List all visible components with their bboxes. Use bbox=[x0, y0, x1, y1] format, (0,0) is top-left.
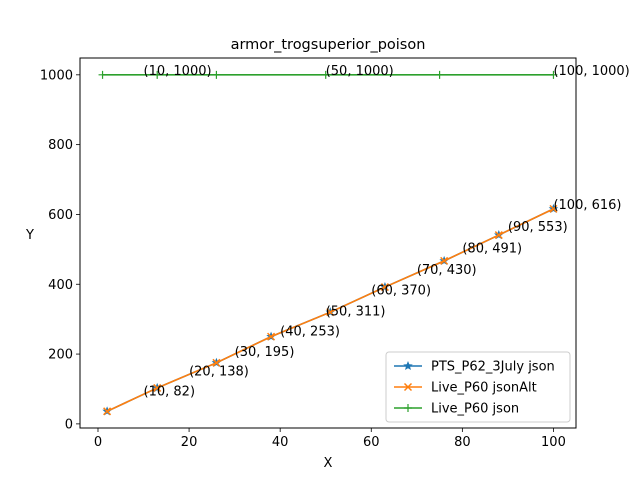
legend-label: Live_P60 json bbox=[431, 402, 519, 417]
series-2 bbox=[98, 70, 558, 79]
legend-marker bbox=[404, 404, 412, 412]
data-label: (50, 1000) bbox=[326, 64, 394, 79]
data-label: (10, 1000) bbox=[144, 64, 212, 79]
legend-item: Live_P60 json bbox=[394, 402, 519, 417]
data-label: (80, 491) bbox=[462, 241, 522, 256]
series-point bbox=[494, 231, 503, 240]
y-tick-label: 200 bbox=[48, 348, 73, 363]
series-1 bbox=[103, 204, 558, 416]
series-point bbox=[153, 70, 162, 79]
data-label: (40, 253) bbox=[280, 325, 340, 340]
legend-label: Live_P60 jsonAlt bbox=[431, 381, 537, 396]
series-point bbox=[321, 70, 330, 79]
data-label: (30, 195) bbox=[235, 345, 295, 360]
series-point bbox=[380, 283, 389, 292]
legend-box bbox=[385, 351, 571, 423]
legend-item: PTS_P62_3July json bbox=[394, 360, 555, 375]
legend: PTS_P62_3July json Live_P60 jsonAlt Live_P… bbox=[385, 351, 571, 423]
y-tick-label: 400 bbox=[48, 278, 73, 293]
series-point bbox=[98, 70, 107, 79]
legend-marker bbox=[403, 361, 413, 371]
x-axis-label: X bbox=[324, 456, 333, 471]
series-point bbox=[267, 332, 276, 341]
series-point bbox=[212, 358, 221, 367]
series-point bbox=[103, 407, 112, 416]
x-tick-label: 0 bbox=[94, 435, 102, 450]
x-tick-label: 80 bbox=[454, 435, 471, 450]
x-tick-label: 20 bbox=[181, 435, 198, 450]
data-label: (100, 1000) bbox=[553, 64, 629, 79]
legend-label: PTS_P62_3July json bbox=[431, 360, 555, 375]
x-tick-label: 100 bbox=[541, 435, 566, 450]
x-tick-label: 40 bbox=[272, 435, 289, 450]
legend-marker bbox=[403, 382, 413, 392]
data-label: (50, 311) bbox=[326, 304, 386, 319]
y-tick-label: 600 bbox=[48, 208, 73, 223]
plot-frame bbox=[79, 57, 577, 429]
data-label: (10, 82) bbox=[144, 384, 196, 399]
series-point bbox=[435, 70, 444, 79]
y-tick-label: 0 bbox=[65, 417, 73, 432]
data-label: (60, 370) bbox=[371, 284, 431, 299]
data-label: (90, 553) bbox=[508, 220, 568, 235]
data-label: (100, 616) bbox=[553, 198, 621, 213]
series-layer bbox=[98, 70, 559, 416]
series-point bbox=[549, 70, 558, 79]
data-label: (20, 138) bbox=[189, 365, 249, 380]
annotation-layer: (10, 82) (20, 138) (30, 195) (40, 253) (50, … bbox=[144, 64, 630, 399]
series-point bbox=[326, 308, 335, 317]
y-axis-label: Y bbox=[25, 228, 34, 243]
data-label: (70, 430) bbox=[417, 263, 477, 278]
y-tick-label: 1000 bbox=[40, 68, 73, 83]
y-tick-label: 800 bbox=[48, 138, 73, 153]
chart-title: armor_trogsuperior_poison bbox=[231, 37, 426, 53]
series-point bbox=[549, 204, 558, 213]
series-point bbox=[212, 70, 221, 79]
legend-item: Live_P60 jsonAlt bbox=[394, 381, 537, 396]
series-point bbox=[440, 256, 449, 265]
series-point bbox=[153, 383, 162, 392]
x-tick-label: 60 bbox=[363, 435, 380, 450]
